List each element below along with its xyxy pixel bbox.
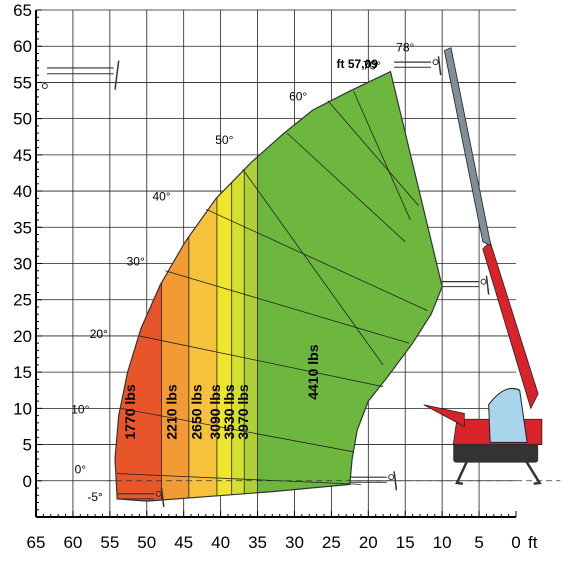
x-tick-label: 10	[433, 533, 452, 552]
front-arm	[423, 404, 465, 428]
x-tick-label: 25	[322, 533, 341, 552]
y-tick-label: 60	[13, 37, 32, 56]
x-tick-label: 35	[248, 533, 267, 552]
x-tick-label: 20	[359, 533, 378, 552]
fork-low	[349, 471, 398, 491]
angle-label: 60°	[289, 90, 307, 104]
fork-tine	[160, 487, 165, 507]
y-tick-label: 65	[13, 1, 32, 20]
y-tick-label: 5	[23, 436, 32, 455]
fork-pin	[480, 278, 487, 285]
x-tick-label: 30	[285, 533, 304, 552]
x-tick-label: 60	[63, 533, 82, 552]
zone-label: 1770 lbs	[122, 384, 138, 439]
boom-upper	[443, 47, 492, 247]
y-tick-label: 35	[13, 218, 32, 237]
fork-pin	[41, 83, 48, 90]
y-tick-label: 0	[23, 472, 32, 491]
fork-tine	[437, 56, 442, 76]
angle-ray	[286, 132, 406, 243]
telehandler-illustration	[41, 47, 561, 507]
x-tick-label: 0	[511, 533, 520, 552]
cab	[488, 387, 528, 443]
angle-label: 40°	[152, 189, 170, 203]
y-tick-label: 15	[13, 363, 32, 382]
angle-ray	[139, 335, 384, 388]
x-tick-label: 65	[27, 533, 46, 552]
angle-label: 70°	[363, 58, 381, 72]
zone-label: 3090 lbs	[207, 384, 223, 439]
angle-label: -5°	[87, 490, 103, 504]
angle-label: 20°	[90, 327, 108, 341]
angle-ray	[327, 100, 419, 206]
fork-mid	[442, 275, 490, 295]
fork-min	[117, 487, 165, 507]
chassis	[453, 440, 539, 463]
envelope-outline	[114, 70, 443, 502]
angle-ray	[117, 473, 361, 485]
x-tick-label: 15	[396, 533, 415, 552]
fork-tine	[114, 60, 120, 90]
angle-label: 30°	[127, 255, 145, 269]
legend-fork	[41, 60, 120, 90]
max-height-label: ft 57,09	[337, 57, 379, 71]
boom-lower	[482, 241, 539, 410]
angle-rays	[117, 90, 428, 485]
angle-label: 50°	[215, 133, 233, 147]
zone-label: 2210 lbs	[163, 384, 179, 439]
angle-ray	[205, 208, 428, 311]
angle-label: 0°	[75, 463, 87, 477]
load-zone	[244, 71, 258, 502]
x-tick-label: 50	[137, 533, 156, 552]
x-unit-label: ft	[528, 533, 538, 552]
load-zone	[216, 71, 232, 502]
x-tick-label: 40	[211, 533, 230, 552]
zone-label: 2650 lbs	[188, 384, 204, 439]
outrigger	[455, 458, 542, 485]
load-zone	[188, 71, 217, 502]
angle-label: 10°	[71, 402, 89, 416]
fork-tine	[485, 275, 490, 295]
angle-ray	[120, 407, 354, 453]
y-tick-label: 55	[13, 73, 32, 92]
y-tick-label: 20	[13, 327, 32, 346]
angle-label: 78°	[396, 40, 414, 54]
fork-tine	[393, 471, 398, 491]
load-zone	[231, 71, 245, 502]
x-tick-label: 45	[174, 533, 193, 552]
angle-ray	[353, 90, 411, 221]
y-tick-label: 40	[13, 182, 32, 201]
zone-label: 3530 lbs	[221, 384, 237, 439]
y-tick-label: 30	[13, 255, 32, 274]
y-tick-label: 45	[13, 146, 32, 165]
x-tick-label: 5	[474, 533, 483, 552]
fork-top	[394, 56, 442, 76]
zone-label: 4410 lbs	[305, 344, 321, 399]
y-tick-label: 25	[13, 291, 32, 310]
x-tick-label: 55	[100, 533, 119, 552]
axes	[35, 9, 517, 518]
fork-pin	[432, 59, 439, 66]
zone-label: 3970 lbs	[235, 384, 251, 439]
fork-pin	[155, 490, 162, 497]
angle-ray	[165, 270, 410, 344]
y-tick-label: 10	[13, 399, 32, 418]
angle-ray	[242, 169, 384, 366]
fork-pin	[388, 474, 395, 481]
y-tick-label: 50	[13, 110, 32, 129]
